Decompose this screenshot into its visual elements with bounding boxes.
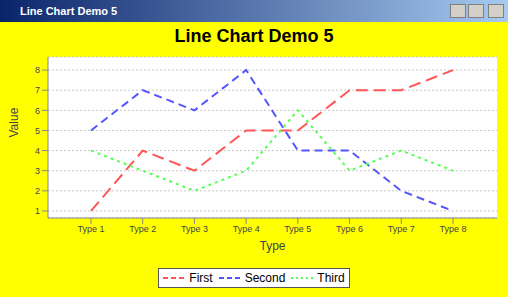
svg-text:Type 3: Type 3 xyxy=(181,224,208,234)
html-text:Third: Third xyxy=(317,271,345,285)
svg-text:4: 4 xyxy=(35,146,40,156)
html-text:First: First xyxy=(189,271,213,285)
html-text:Line Chart Demo 5: Line Chart Demo 5 xyxy=(174,26,334,46)
svg-text:Type 8: Type 8 xyxy=(439,224,466,234)
svg-text:Type 7: Type 7 xyxy=(388,224,415,234)
svg-text:Type 1: Type 1 xyxy=(77,224,104,234)
svg-text:Type 2: Type 2 xyxy=(129,224,156,234)
svg-text:Type 5: Type 5 xyxy=(284,224,311,234)
svg-text:8: 8 xyxy=(35,65,40,75)
svg-text:Value: Value xyxy=(8,107,21,137)
svg-text:1: 1 xyxy=(35,206,40,216)
svg-text:2: 2 xyxy=(35,186,40,196)
svg-text:Type: Type xyxy=(259,239,285,253)
svg-text:Type 6: Type 6 xyxy=(336,224,363,234)
html-text:Second: Second xyxy=(244,271,286,285)
html-text:Line Chart Demo 5: Line Chart Demo 5 xyxy=(20,5,118,17)
svg-text:6: 6 xyxy=(35,106,40,116)
svg-text:Type 4: Type 4 xyxy=(233,224,260,234)
svg-text:5: 5 xyxy=(35,126,40,136)
svg-text:7: 7 xyxy=(35,85,40,95)
svg-text:3: 3 xyxy=(35,166,40,176)
